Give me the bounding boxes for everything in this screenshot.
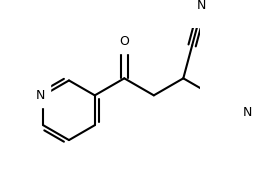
Text: N: N [35, 89, 45, 102]
Text: O: O [119, 35, 129, 48]
Text: N: N [196, 0, 206, 13]
Text: N: N [243, 106, 253, 119]
